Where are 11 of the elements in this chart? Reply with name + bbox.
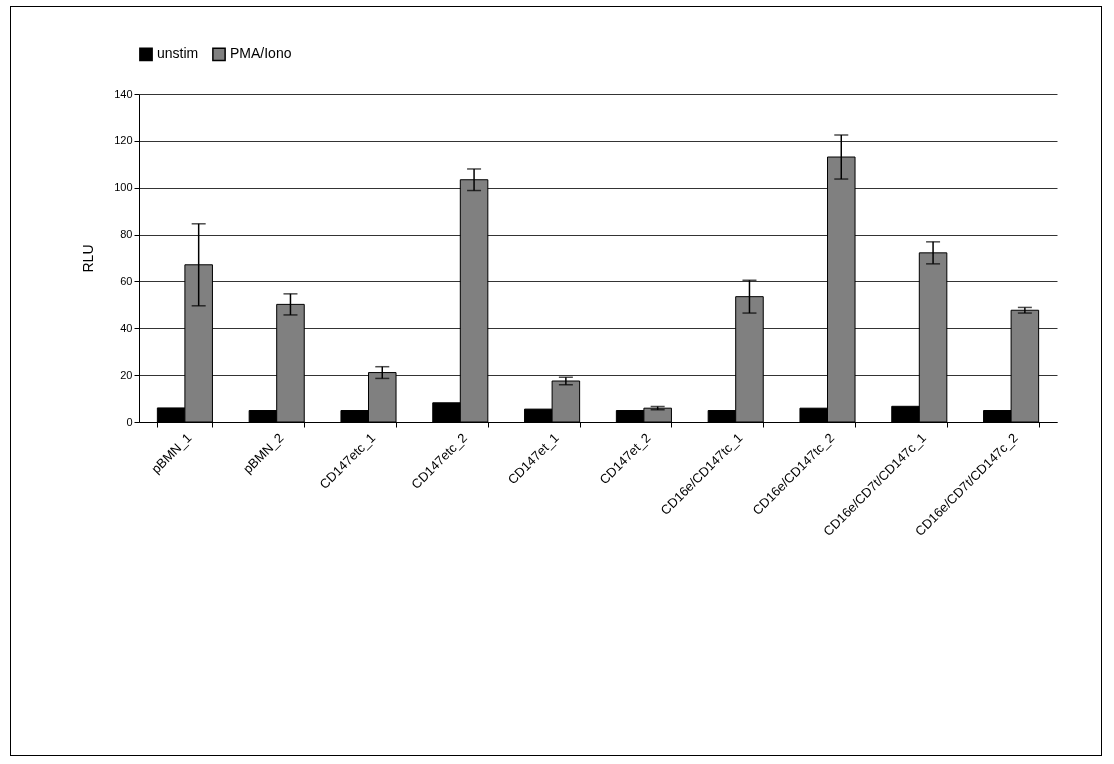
legend-label: PMA/Iono — [230, 45, 292, 62]
y-tick-label: 100 — [114, 181, 133, 194]
y-tick-label: 120 — [114, 134, 133, 147]
y-tick-label: 80 — [120, 228, 133, 241]
y-tick-label: 60 — [120, 274, 133, 287]
y-tick-label: 40 — [120, 321, 133, 334]
y-tick-label: 140 — [114, 87, 133, 100]
y-tick-label: 0 — [126, 415, 133, 428]
y-axis-title: RLU — [80, 244, 97, 273]
y-tick-label: 20 — [120, 368, 133, 381]
legend-label: unstim — [157, 45, 199, 62]
